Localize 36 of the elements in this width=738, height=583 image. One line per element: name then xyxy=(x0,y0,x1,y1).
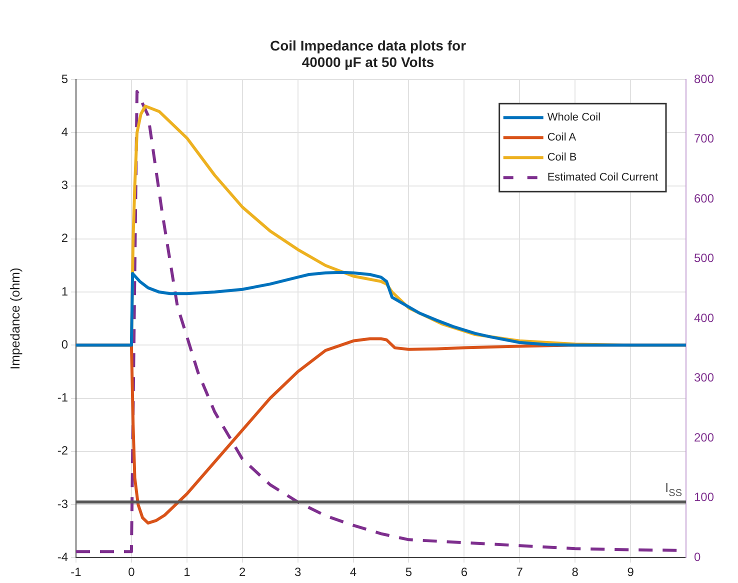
x-tick-label: 0 xyxy=(128,565,136,580)
x-tick-label: 2 xyxy=(239,565,246,580)
x-tick-label: 9 xyxy=(627,565,634,580)
y-tick-label: -3 xyxy=(57,496,68,511)
y-tick-label: -4 xyxy=(57,550,68,564)
y2-tick-label: 100 xyxy=(694,490,714,504)
x-tick-label: 5 xyxy=(405,565,412,580)
y2-tick-label: 700 xyxy=(694,132,714,146)
x-tick-label: 7 xyxy=(516,565,524,580)
x-tick-label: 6 xyxy=(460,565,468,580)
x-tick-label: 8 xyxy=(572,565,579,580)
legend-label: Whole Coil xyxy=(547,112,601,124)
y-axis-title: Impedance (ohm) xyxy=(7,268,22,370)
y-tick-label: 3 xyxy=(61,178,68,192)
x-tick-label: 1 xyxy=(184,565,191,580)
y2-tick-label: 800 xyxy=(694,72,714,86)
legend-label: Coil B xyxy=(547,152,577,164)
x-tick-label: 4 xyxy=(350,565,357,580)
y2-tick-label: 200 xyxy=(694,430,714,444)
y2-tick-label: 500 xyxy=(694,251,714,266)
y-tick-label: 0 xyxy=(61,337,68,352)
legend-label: Estimated Coil Current xyxy=(547,172,658,184)
y-tick-label: 4 xyxy=(61,125,68,140)
chart-title: Coil Impedance data plots for 40000 µF at 50 Volts xyxy=(270,37,467,70)
y2-tick-label: 300 xyxy=(694,370,714,385)
y-tick-label: 5 xyxy=(61,72,68,86)
x-tick-label: -1 xyxy=(70,565,82,580)
legend-label: Coil A xyxy=(547,132,577,144)
y2-tick-label: 0 xyxy=(694,550,701,564)
y2-tick-label: 400 xyxy=(694,310,714,325)
y-tick-label: -2 xyxy=(57,444,68,458)
y2-tick-label: 600 xyxy=(694,191,714,206)
y-tick-label: -1 xyxy=(57,390,68,405)
y-tick-label: 2 xyxy=(61,231,68,246)
y-tick-label: 1 xyxy=(61,284,68,298)
x-tick-label: 3 xyxy=(294,565,302,580)
